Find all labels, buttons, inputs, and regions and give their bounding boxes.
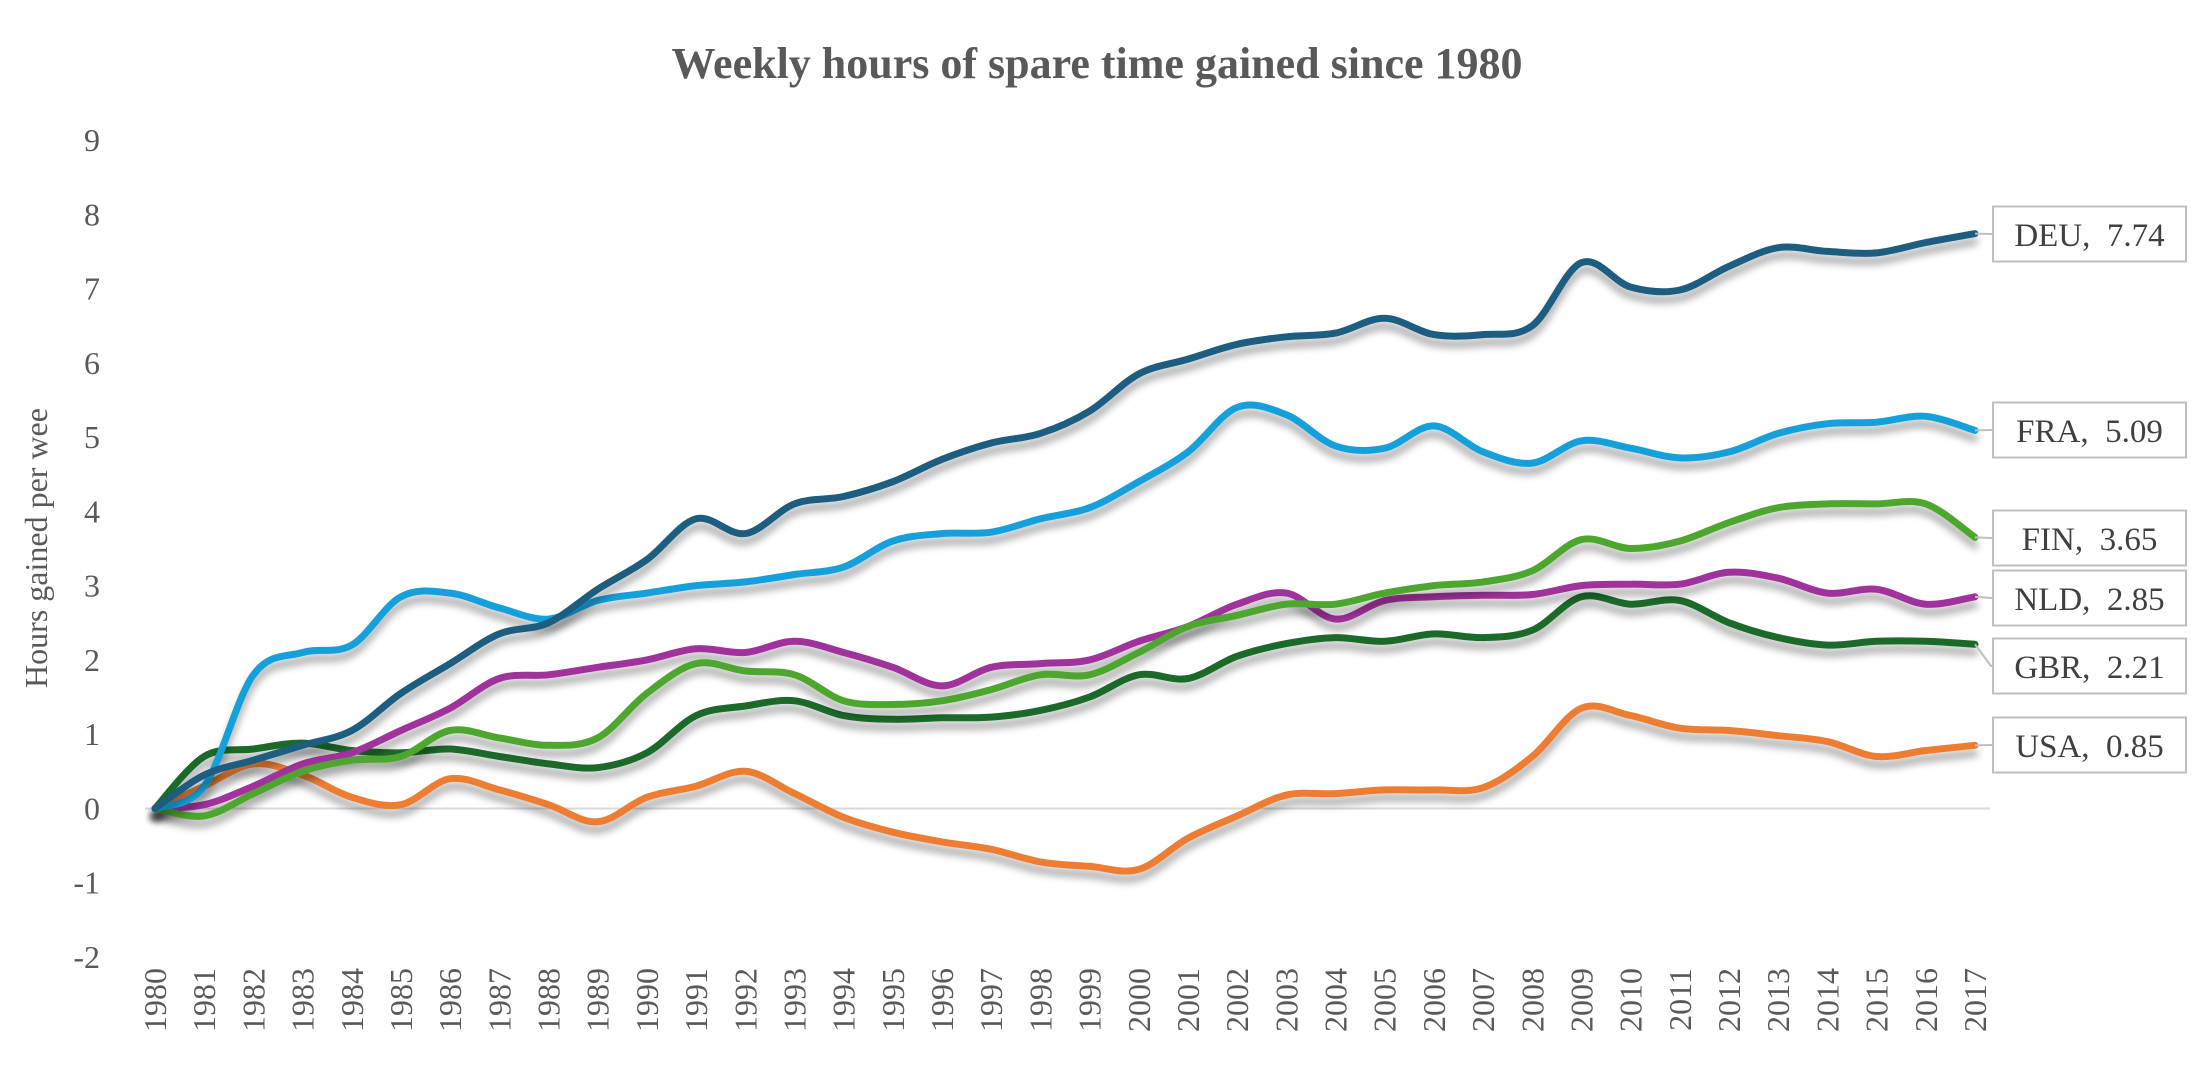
y-tick-label: 8 xyxy=(84,196,100,232)
callout-deu: DEU, 7.74 xyxy=(1975,207,2186,262)
x-tick-label: 2006 xyxy=(1416,968,1452,1032)
chart-title: Weekly hours of spare time gained since … xyxy=(671,39,1522,88)
y-tick-label: -1 xyxy=(73,865,100,901)
x-tick-label: 1986 xyxy=(432,968,468,1032)
x-tick-label: 1985 xyxy=(383,968,419,1032)
x-tick-label: 2008 xyxy=(1514,968,1550,1032)
x-tick-label: 1989 xyxy=(580,968,616,1032)
x-tick-label: 1984 xyxy=(334,968,370,1032)
y-tick-label: 1 xyxy=(84,716,100,752)
y-tick-label: 7 xyxy=(84,271,100,307)
x-tick-label: 2007 xyxy=(1465,968,1501,1032)
x-tick-label: 1993 xyxy=(776,968,812,1032)
x-tick-label: 2017 xyxy=(1957,968,1993,1032)
callout-fra: FRA, 5.09 xyxy=(1975,403,2186,458)
callout-usa: USA, 0.85 xyxy=(1975,718,2186,773)
x-tick-label: 2001 xyxy=(1170,968,1206,1032)
x-tick-label: 2016 xyxy=(1908,968,1944,1032)
y-tick-label: 5 xyxy=(84,419,100,455)
x-tick-label: 1983 xyxy=(285,968,321,1032)
callout-fin: FIN, 3.65 xyxy=(1975,511,2186,566)
x-tick-label: 2003 xyxy=(1268,968,1304,1032)
y-tick-label: 4 xyxy=(84,493,100,529)
x-tick-label: 1996 xyxy=(924,968,960,1032)
callout-label: FRA, 5.09 xyxy=(2016,414,2163,450)
x-tick-label: 2002 xyxy=(1219,968,1255,1032)
callout-nld: NLD, 2.85 xyxy=(1975,571,2186,626)
x-tick-label: 2011 xyxy=(1662,968,1698,1031)
x-tick-label: 1982 xyxy=(235,968,271,1032)
x-tick-label: 2012 xyxy=(1711,968,1747,1032)
y-tick-label: 9 xyxy=(84,122,100,158)
x-tick-label: 1994 xyxy=(826,968,862,1032)
x-tick-label: 1992 xyxy=(727,968,763,1032)
y-tick-label: 6 xyxy=(84,345,100,381)
y-tick-label: 2 xyxy=(84,642,100,678)
x-tick-label: 2013 xyxy=(1760,968,1796,1032)
x-tick-label: 2000 xyxy=(1121,968,1157,1032)
y-tick-label: 0 xyxy=(84,790,100,826)
callout-label: DEU, 7.74 xyxy=(2014,218,2164,254)
callout-label: GBR, 2.21 xyxy=(2014,650,2164,686)
callout-layer: DEU, 7.74 FRA, 5.09 FIN, 3.65 NLD, 2.85 GBR,… xyxy=(1975,207,2186,773)
series-line-fin xyxy=(155,501,1975,816)
x-tick-label: 1991 xyxy=(678,968,714,1032)
series-layer xyxy=(155,234,1975,871)
callout-leader-line xyxy=(1975,537,1993,538)
x-tick-label: 1998 xyxy=(1022,968,1058,1032)
y-tick-label: 3 xyxy=(84,568,100,604)
y-axis-label: Hours gained per wee xyxy=(18,408,54,688)
callout-gbr: GBR, 2.21 xyxy=(1975,639,2186,694)
series-line-gbr xyxy=(155,596,1975,809)
series-line-usa xyxy=(155,706,1975,871)
callout-label: FIN, 3.65 xyxy=(2022,522,2158,558)
x-tick-label: 1987 xyxy=(481,968,517,1032)
callout-label: NLD, 2.85 xyxy=(2014,582,2164,618)
x-tick-label: 2005 xyxy=(1367,968,1403,1032)
x-tick-label: 1981 xyxy=(186,968,222,1032)
x-tick-label: 1999 xyxy=(1072,968,1108,1032)
x-tick-label: 2014 xyxy=(1809,968,1845,1032)
x-tick-label: 2010 xyxy=(1613,968,1649,1032)
callout-leader-line xyxy=(1975,644,1993,666)
x-tick-label: 2009 xyxy=(1563,968,1599,1032)
x-tick-label: 1988 xyxy=(531,968,567,1032)
x-tick-label: 1980 xyxy=(137,968,173,1032)
x-tick-label: 1995 xyxy=(875,968,911,1032)
x-tick-label: 2015 xyxy=(1859,968,1895,1032)
x-tick-label: 2004 xyxy=(1318,968,1354,1032)
callout-label: USA, 0.85 xyxy=(2015,729,2164,765)
y-tick-label: -2 xyxy=(73,939,100,975)
callout-leader-line xyxy=(1975,597,1993,598)
x-tick-label: 1997 xyxy=(973,968,1009,1032)
x-tick-label: 1990 xyxy=(629,968,665,1032)
